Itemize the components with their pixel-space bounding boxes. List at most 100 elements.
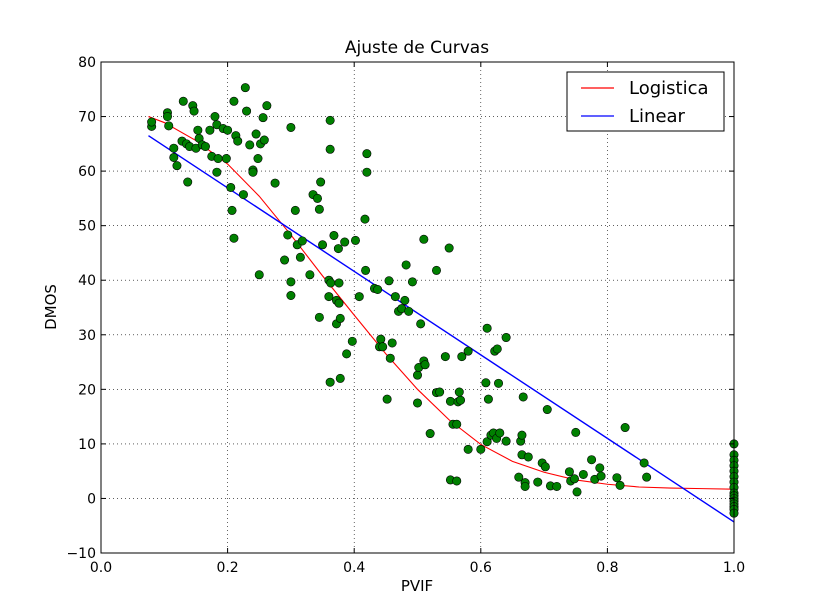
data-point — [457, 352, 467, 362]
data-point — [210, 112, 220, 122]
data-point — [342, 349, 352, 359]
y-tick-label: 60 — [78, 164, 96, 180]
y-tick-label: 50 — [78, 219, 96, 235]
data-point — [542, 405, 552, 415]
y-tick-label: −10 — [66, 546, 96, 562]
data-point — [378, 342, 388, 352]
data-point — [482, 323, 492, 333]
data-point — [564, 467, 574, 477]
data-point — [251, 129, 261, 139]
data-point — [373, 284, 383, 294]
data-point — [382, 394, 392, 404]
data-point — [314, 312, 324, 322]
data-point — [350, 235, 360, 245]
data-point — [376, 334, 386, 344]
legend-label-logistica: Logistica — [629, 78, 709, 99]
data-point — [412, 370, 422, 380]
x-tick-label: 1.0 — [723, 560, 745, 576]
data-point — [233, 136, 243, 146]
data-point — [178, 96, 188, 106]
data-point — [259, 135, 269, 145]
data-point — [280, 255, 290, 265]
data-point — [238, 190, 248, 200]
data-point — [333, 244, 343, 254]
data-point — [189, 106, 199, 116]
data-point — [254, 270, 264, 280]
data-point — [552, 481, 562, 491]
data-point — [316, 177, 326, 187]
data-point — [420, 360, 430, 370]
data-point — [286, 277, 296, 287]
data-point — [620, 423, 630, 433]
data-point — [387, 338, 397, 348]
data-point — [361, 265, 371, 275]
y-tick-label: 10 — [78, 437, 96, 453]
data-point — [212, 167, 222, 177]
data-point — [245, 140, 255, 150]
data-point — [456, 395, 466, 405]
data-point — [523, 452, 533, 462]
data-point — [334, 298, 344, 308]
legend: Logistica Linear — [566, 71, 725, 132]
data-point — [578, 469, 588, 479]
data-point — [334, 278, 344, 288]
data-point — [362, 167, 372, 177]
data-point — [340, 237, 350, 247]
series-line-linear — [148, 135, 735, 523]
data-point — [169, 152, 179, 162]
data-point — [253, 154, 263, 164]
data-point — [221, 154, 231, 164]
data-point — [518, 392, 528, 402]
data-point — [587, 455, 597, 465]
data-point — [419, 234, 429, 244]
data-point — [444, 243, 454, 253]
data-point — [223, 125, 233, 135]
x-tick-label: 0.6 — [470, 560, 492, 576]
data-point — [520, 481, 530, 491]
data-point — [205, 125, 215, 135]
data-point — [639, 458, 649, 468]
data-point — [385, 353, 395, 363]
data-point — [494, 378, 504, 388]
data-point — [595, 463, 605, 473]
data-point — [295, 252, 305, 262]
data-point — [172, 161, 182, 171]
legend-label-linear: Linear — [629, 106, 686, 127]
data-point — [360, 214, 370, 224]
data-point — [326, 278, 336, 288]
data-point — [318, 240, 328, 250]
data-point — [452, 476, 462, 486]
data-point — [325, 115, 335, 125]
data-point — [283, 230, 293, 240]
x-tick-label: 0.0 — [90, 560, 112, 576]
data-point — [354, 292, 364, 302]
data-point — [476, 444, 486, 454]
y-tick-label: 0 — [87, 491, 96, 507]
data-point — [305, 270, 315, 280]
data-point — [147, 117, 157, 127]
data-point — [297, 236, 307, 246]
data-point — [362, 149, 372, 159]
data-point — [325, 144, 335, 154]
data-point — [435, 387, 445, 397]
data-point — [226, 182, 236, 192]
y-tick-label: 70 — [78, 110, 96, 126]
data-point — [286, 122, 296, 132]
data-point — [517, 430, 527, 440]
data-point — [227, 205, 237, 215]
data-point — [416, 319, 426, 329]
data-point — [572, 487, 582, 497]
data-point — [324, 292, 334, 302]
y-tick-label: 20 — [78, 382, 96, 398]
data-point — [412, 398, 422, 408]
data-point — [492, 344, 502, 354]
data-point — [312, 193, 322, 203]
data-point — [445, 396, 455, 406]
data-point — [329, 230, 339, 240]
plot-frame — [100, 61, 735, 554]
data-point — [404, 306, 414, 316]
data-point — [290, 205, 300, 215]
data-point — [200, 142, 210, 152]
data-point — [481, 378, 491, 388]
